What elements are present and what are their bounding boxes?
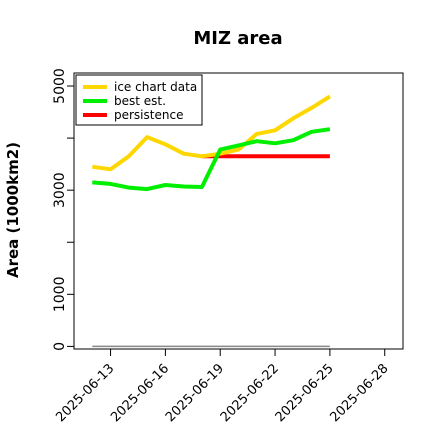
y-axis-label: Area (1000km2) xyxy=(4,142,22,278)
x-tick-label: 2025-06-22 xyxy=(218,361,282,425)
x-tick-label: 2025-06-16 xyxy=(108,361,172,425)
legend-label-best-est: best est. xyxy=(114,94,166,108)
legend: ice chart data best est. persistence xyxy=(75,74,203,126)
y-tick-label: 5000 xyxy=(52,68,68,104)
plot-frame xyxy=(73,72,404,350)
chart-title: MIZ area xyxy=(193,28,282,49)
x-tick-label: 2025-06-28 xyxy=(328,361,392,425)
series-layer xyxy=(92,94,331,348)
y-tick-label: 0 xyxy=(52,342,68,351)
series-line-ice-chart-data xyxy=(92,94,331,172)
y-tick-label: 3000 xyxy=(52,172,68,208)
y-axis: 0 1000 3000 5000 xyxy=(52,68,74,351)
legend-label-persistence: persistence xyxy=(114,108,183,122)
x-tick-label: 2025-06-25 xyxy=(273,361,337,425)
x-axis: 2025-06-132025-06-162025-06-192025-06-22… xyxy=(53,349,392,425)
x-tick-label: 2025-06-19 xyxy=(163,361,227,425)
x-tick-label: 2025-06-13 xyxy=(53,361,117,425)
series-line-best-est- xyxy=(92,127,331,192)
y-tick-label: 1000 xyxy=(52,277,68,313)
legend-label-ice-chart-data: ice chart data xyxy=(114,80,197,94)
